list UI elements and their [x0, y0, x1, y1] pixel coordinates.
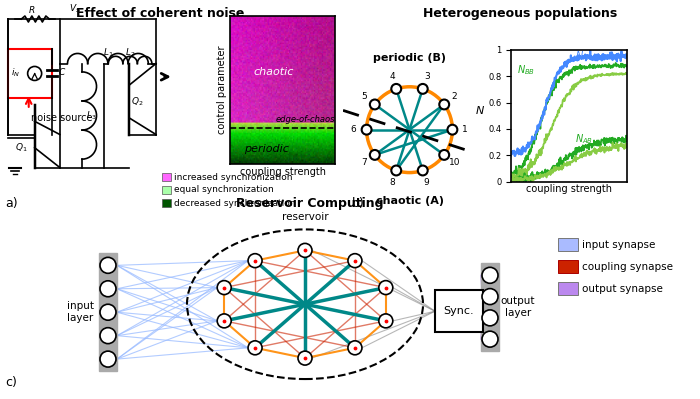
- Text: edge-of-chaos: edge-of-chaos: [276, 115, 335, 124]
- Text: chaotic: chaotic: [254, 67, 294, 77]
- Circle shape: [298, 351, 312, 365]
- Circle shape: [298, 243, 312, 257]
- X-axis label: coupling strength: coupling strength: [526, 184, 612, 194]
- Circle shape: [100, 351, 116, 367]
- Text: increased synchronization: increased synchronization: [174, 172, 293, 182]
- Circle shape: [217, 314, 231, 328]
- Circle shape: [348, 254, 362, 268]
- Circle shape: [391, 84, 401, 94]
- Circle shape: [362, 125, 372, 134]
- Text: $Q_2$: $Q_2$: [132, 95, 144, 108]
- Circle shape: [482, 310, 498, 326]
- Text: input synapse: input synapse: [582, 240, 655, 250]
- Circle shape: [418, 84, 428, 94]
- Text: $V_S$: $V_S$: [69, 2, 81, 15]
- Bar: [99, 253, 117, 371]
- Text: coupling synapse: coupling synapse: [582, 262, 673, 272]
- Text: $N_{BB}$: $N_{BB}$: [517, 63, 535, 77]
- Text: reservoir: reservoir: [281, 212, 328, 223]
- Circle shape: [482, 288, 498, 304]
- Text: $i_N$: $i_N$: [11, 66, 20, 79]
- Text: 6: 6: [351, 125, 356, 134]
- Text: chaotic (A): chaotic (A): [375, 196, 444, 206]
- Text: Reservoir Computing: Reservoir Computing: [237, 197, 384, 210]
- Text: $N_{AB}$: $N_{AB}$: [575, 132, 593, 146]
- Text: output
layer: output layer: [500, 296, 536, 318]
- Bar: [435, 290, 483, 332]
- Text: R: R: [28, 6, 34, 15]
- Bar: [558, 282, 578, 295]
- Circle shape: [440, 99, 449, 109]
- Text: 3: 3: [424, 72, 430, 81]
- Bar: [8, 49, 52, 98]
- Y-axis label: control parameter: control parameter: [217, 46, 228, 134]
- Bar: [558, 261, 578, 273]
- Text: Effect of coherent noise: Effect of coherent noise: [76, 7, 244, 20]
- Text: 9: 9: [424, 178, 430, 187]
- Text: Heterogeneous populations: Heterogeneous populations: [423, 7, 617, 20]
- Text: c): c): [5, 376, 17, 389]
- Text: equal synchronization: equal synchronization: [174, 186, 274, 194]
- Circle shape: [248, 341, 262, 355]
- Bar: [558, 239, 578, 251]
- Text: 1: 1: [463, 125, 468, 134]
- Text: 8: 8: [389, 178, 395, 187]
- Circle shape: [482, 331, 498, 347]
- Text: 2: 2: [452, 93, 457, 101]
- X-axis label: coupling strength: coupling strength: [239, 167, 326, 177]
- Circle shape: [100, 328, 116, 344]
- Text: $Q_1$: $Q_1$: [15, 142, 28, 154]
- Text: periodic: periodic: [244, 144, 289, 154]
- Bar: [162, 173, 171, 181]
- Circle shape: [447, 125, 457, 134]
- Text: 4: 4: [389, 72, 395, 81]
- Text: $L_1$: $L_1$: [103, 46, 113, 59]
- Text: b): b): [352, 197, 365, 210]
- Text: $L_2$: $L_2$: [125, 46, 135, 59]
- Text: 5: 5: [361, 93, 368, 101]
- Text: output synapse: output synapse: [582, 284, 663, 294]
- Bar: [162, 186, 171, 194]
- Text: $L_3$: $L_3$: [86, 109, 97, 122]
- Circle shape: [100, 281, 116, 297]
- Text: a): a): [5, 197, 18, 210]
- Circle shape: [391, 166, 401, 176]
- Circle shape: [482, 267, 498, 283]
- Circle shape: [100, 304, 116, 320]
- Circle shape: [248, 254, 262, 268]
- Circle shape: [100, 257, 116, 273]
- Bar: [162, 199, 171, 207]
- Text: $N_{AA}$: $N_{AA}$: [575, 49, 593, 63]
- Text: decreased synchronization: decreased synchronization: [174, 198, 295, 207]
- Text: input
layer: input layer: [66, 301, 94, 323]
- Circle shape: [348, 341, 362, 355]
- Circle shape: [379, 314, 393, 328]
- Circle shape: [370, 150, 379, 160]
- Text: noise source: noise source: [31, 113, 92, 123]
- Y-axis label: N: N: [475, 106, 484, 116]
- Text: 10: 10: [449, 158, 461, 167]
- Circle shape: [440, 150, 449, 160]
- Circle shape: [370, 99, 379, 109]
- Bar: [481, 263, 499, 351]
- Circle shape: [217, 280, 231, 294]
- Text: C: C: [58, 68, 64, 77]
- Text: Sync.: Sync.: [444, 306, 475, 316]
- Circle shape: [379, 280, 393, 294]
- Circle shape: [418, 166, 428, 176]
- Text: periodic (B): periodic (B): [373, 53, 446, 63]
- Text: 7: 7: [361, 158, 368, 167]
